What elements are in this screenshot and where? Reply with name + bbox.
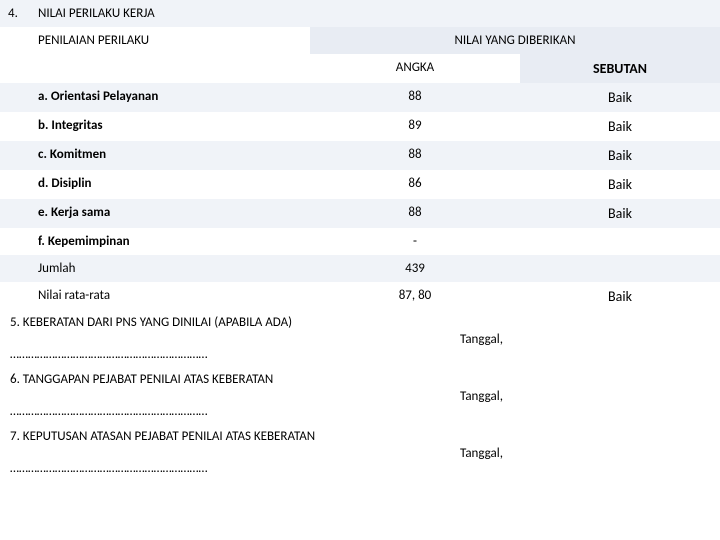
avg-sebutan: Baik <box>520 282 720 311</box>
col-penilaian: PENILAIAN PERILAKU <box>30 27 310 83</box>
table-row: c. Komitmen 88 Baik <box>0 141 720 170</box>
col-nilai-group: NILAI YANG DIBERIKAN <box>310 27 720 54</box>
section6: 6. TANGGAPAN PEJABAT PENILAI ATAS KEBERA… <box>0 368 720 389</box>
section5-tanggal: Tanggal, <box>0 332 720 347</box>
row-sebutan <box>520 228 720 255</box>
section4-title-row: 4. NILAI PERILAKU KERJA <box>0 0 720 27</box>
row-angka: 89 <box>310 112 520 141</box>
row-sebutan: Baik <box>520 199 720 228</box>
row-label: e. Kerja sama <box>30 199 310 228</box>
section6-dots: ………………………………………………………… <box>0 404 720 425</box>
col-sebutan: SEBUTAN <box>520 54 720 83</box>
section6-tanggal: Tanggal, <box>0 389 720 404</box>
section7: 7. KEPUTUSAN ATASAN PEJABAT PENILAI ATAS… <box>0 425 720 446</box>
section7-title: 7. KEPUTUSAN ATASAN PEJABAT PENILAI ATAS… <box>10 429 315 444</box>
document-root: 4. NILAI PERILAKU KERJA PENILAIAN PERILA… <box>0 0 720 482</box>
avg-row: Nilai rata-rata 87, 80 Baik <box>0 282 720 311</box>
avg-label: Nilai rata-rata <box>30 282 310 311</box>
section6-title: 6. TANGGAPAN PEJABAT PENILAI ATAS KEBERA… <box>10 372 273 387</box>
table-row: d. Disiplin 86 Baik <box>0 170 720 199</box>
row-sebutan: Baik <box>520 83 720 112</box>
row-label: a. Orientasi Pelayanan <box>30 83 310 112</box>
table-row: b. Integritas 89 Baik <box>0 112 720 141</box>
section4-title: NILAI PERILAKU KERJA <box>30 0 720 27</box>
section5: 5. KEBERATAN DARI PNS YANG DINILAI (APAB… <box>0 311 720 332</box>
section5-dots: ………………………………………………………… <box>0 347 720 368</box>
jumlah-row: Jumlah 439 <box>0 255 720 282</box>
row-label: d. Disiplin <box>30 170 310 199</box>
row-label: c. Komitmen <box>30 141 310 170</box>
row-angka: 88 <box>310 199 520 228</box>
jumlah-value: 439 <box>310 255 520 282</box>
header-row-1: PENILAIAN PERILAKU NILAI YANG DIBERIKAN <box>0 27 720 54</box>
section4-number: 4. <box>0 0 30 27</box>
avg-value: 87, 80 <box>310 282 520 311</box>
row-label: f. Kepemimpinan <box>30 228 310 255</box>
section5-title: 5. KEBERATAN DARI PNS YANG DINILAI (APAB… <box>10 315 292 330</box>
section7-tanggal: Tanggal, <box>0 446 720 461</box>
row-angka: 88 <box>310 83 520 112</box>
perilaku-table: 4. NILAI PERILAKU KERJA PENILAIAN PERILA… <box>0 0 720 311</box>
row-angka: - <box>310 228 520 255</box>
table-row: a. Orientasi Pelayanan 88 Baik <box>0 83 720 112</box>
row-label: b. Integritas <box>30 112 310 141</box>
jumlah-label: Jumlah <box>30 255 310 282</box>
section7-dots: ………………………………………………………… <box>0 461 720 482</box>
row-angka: 88 <box>310 141 520 170</box>
table-row: e. Kerja sama 88 Baik <box>0 199 720 228</box>
row-sebutan: Baik <box>520 170 720 199</box>
row-angka: 86 <box>310 170 520 199</box>
col-angka: ANGKA <box>310 54 520 83</box>
row-sebutan: Baik <box>520 112 720 141</box>
table-row: f. Kepemimpinan - <box>0 228 720 255</box>
row-sebutan: Baik <box>520 141 720 170</box>
